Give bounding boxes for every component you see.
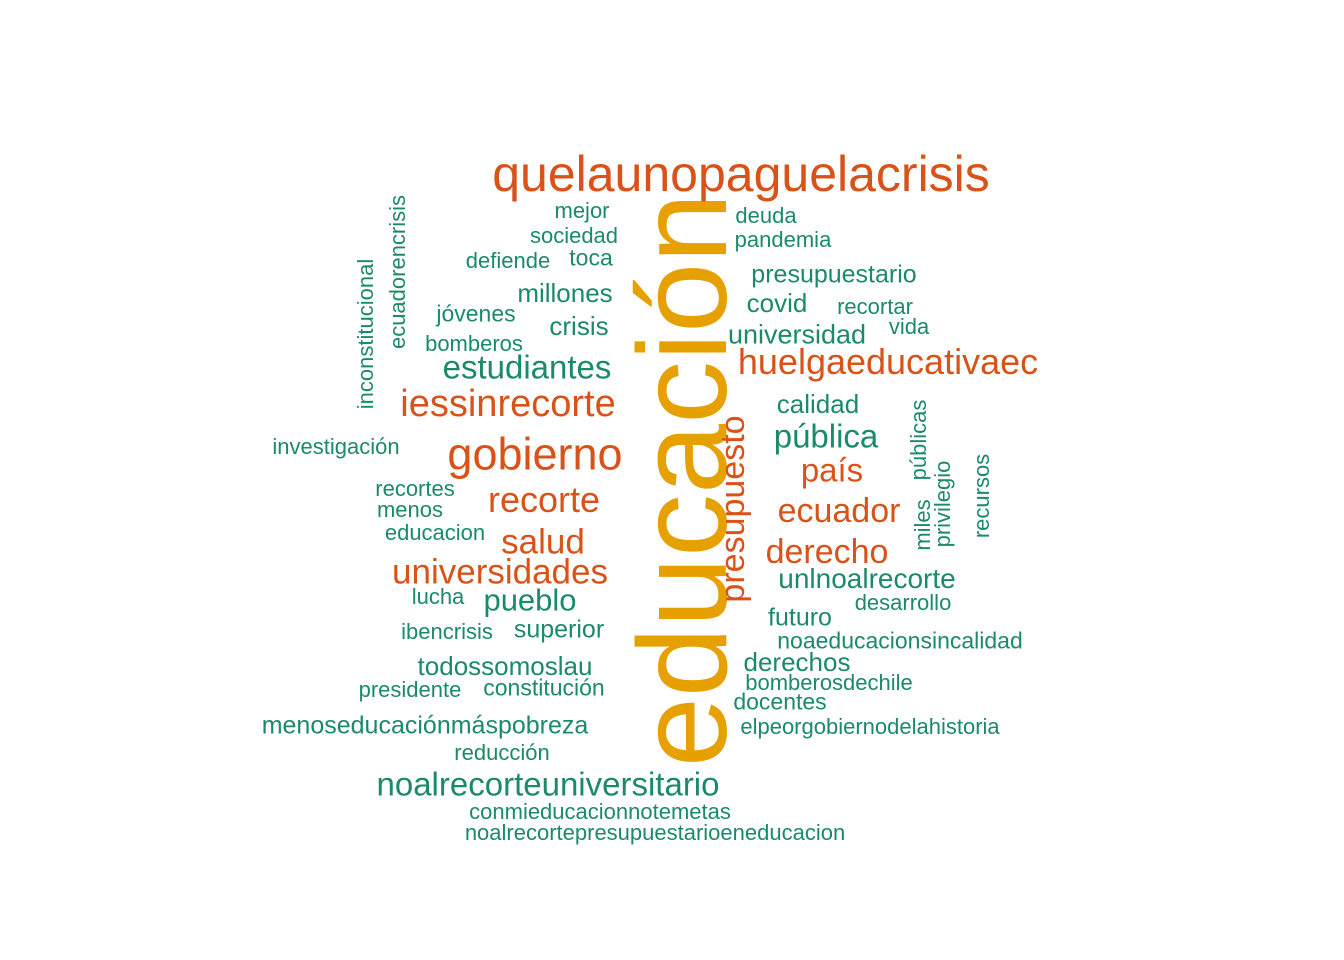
word-universidad: universidad xyxy=(727,319,867,350)
word-publica: pública xyxy=(773,417,879,455)
word-covid: covid xyxy=(746,288,808,318)
word-vida: vida xyxy=(888,314,930,339)
word-derecho: derecho xyxy=(765,533,889,571)
word-toca: toca xyxy=(569,244,613,271)
word-noaeducacionsincalidad: noaeducacionsincalidad xyxy=(777,627,1023,654)
word-pandemia: pandemia xyxy=(734,227,832,252)
word-noalrecorteuniversitario: noalrecorteuniversitario xyxy=(376,765,720,803)
word-calidad: calidad xyxy=(776,389,860,419)
word-defiende: defiende xyxy=(465,248,551,273)
word-pueblo: pueblo xyxy=(483,582,577,618)
word-huelgaeducativaec: huelgaeducativaec xyxy=(737,341,1039,382)
word-todossomoslau: todossomoslau xyxy=(417,651,593,681)
word-recortes: recortes xyxy=(375,476,455,501)
word-recorte: recorte xyxy=(487,479,601,520)
word-ecuador: ecuador xyxy=(777,492,901,530)
word-constitucion: constitución xyxy=(483,674,605,701)
word-menos: menos xyxy=(376,497,444,522)
word-inconstitucional: inconstitucional xyxy=(353,258,378,410)
word-millones: millones xyxy=(517,278,613,308)
word-gobierno: gobierno xyxy=(447,428,623,480)
word-futuro: futuro xyxy=(768,603,832,632)
word-iessinrecorte: iessinrecorte xyxy=(400,383,616,425)
word-reduccion: reducción xyxy=(454,740,550,765)
word-universidades: universidades xyxy=(392,552,608,592)
word-desarrollo: desarrollo xyxy=(854,590,952,615)
word-estudiantes: estudiantes xyxy=(442,348,612,386)
word-educacion-plain: educacion xyxy=(384,520,486,545)
word-elpeorgobiernodelahistoria: elpeorgobiernodelahistoria xyxy=(740,714,1000,739)
word-pais: país xyxy=(800,451,864,489)
word-noalrecortepresupuestarioeneducacion: noalrecortepresupuestarioeneducacion xyxy=(464,820,846,845)
word-publicas: públicas xyxy=(906,399,931,481)
word-bomberos: bomberos xyxy=(425,331,523,356)
word-sociedad: sociedad xyxy=(529,223,619,248)
word-jovenes: jóvenes xyxy=(436,300,516,327)
word-deuda: deuda xyxy=(735,203,797,228)
word-lucha: lucha xyxy=(411,584,465,609)
word-mejor: mejor xyxy=(554,198,610,223)
word-ecuadorencrisis: ecuadorencrisis xyxy=(385,194,410,350)
word-recortar: recortar xyxy=(837,294,913,319)
word-presupuesto: presupuesto xyxy=(714,415,752,603)
word-quelaunopaguelacrisis: quelaunopaguelacrisis xyxy=(492,146,990,202)
word-crisis: crisis xyxy=(549,311,609,341)
word-bomberosdechile: bomberosdechile xyxy=(745,670,913,695)
word-menoseducacionmaspobreza: menoseducaciónmáspobreza xyxy=(261,711,589,740)
word-unlnoalrecorte: unlnoalrecorte xyxy=(778,563,956,594)
word-recursos: recursos xyxy=(969,453,994,539)
word-docentes: docentes xyxy=(733,688,827,715)
word-investigacion: investigación xyxy=(272,434,400,459)
word-privilegio: privilegio xyxy=(930,460,955,548)
word-superior: superior xyxy=(513,615,605,644)
word-conmieducacionnotemetas: conmieducacionnotemetas xyxy=(469,799,731,824)
word-ibencrisis: ibencrisis xyxy=(401,619,493,644)
word-salud: salud xyxy=(501,522,585,562)
word-presupuestario: presupuestario xyxy=(751,260,917,289)
word-presidente: presidente xyxy=(358,677,462,702)
word-derechos: derechos xyxy=(743,647,851,677)
